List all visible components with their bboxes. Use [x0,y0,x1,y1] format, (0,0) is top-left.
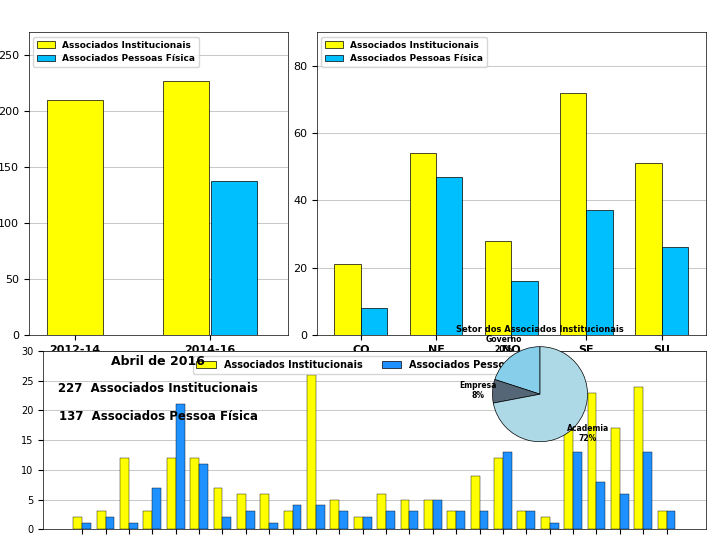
Bar [480,511,488,529]
Bar [330,500,339,529]
Wedge shape [495,347,540,394]
Bar [456,511,465,529]
Bar [658,511,667,529]
Bar [471,476,480,529]
Bar [363,517,372,529]
Bar [611,428,620,529]
Bar [214,488,222,529]
Bar [96,511,106,529]
Bar [586,211,613,335]
Bar [400,500,410,529]
Bar [485,241,511,335]
Bar [560,93,586,335]
Bar [662,247,688,335]
Bar [82,523,91,529]
Bar [386,511,395,529]
Bar [436,177,462,335]
Bar [143,511,153,529]
Bar [596,482,606,529]
Bar [120,458,129,529]
Bar [564,416,573,529]
Bar [167,458,176,529]
Bar [643,452,652,529]
Bar [573,452,582,529]
Bar [106,517,114,529]
Bar [190,458,199,529]
Bar [447,511,456,529]
Bar [335,264,361,335]
Bar [129,523,138,529]
Bar [361,308,387,335]
Bar [377,494,386,529]
Bar [153,488,161,529]
Bar [518,511,526,529]
Bar [199,464,208,529]
Bar [433,500,442,529]
Bar [246,511,255,529]
Bar [307,375,316,529]
Title: Setor dos Associados Institucionais: Setor dos Associados Institucionais [456,325,624,334]
Legend: Associados Institucionais, Associados Pessoas Física: Associados Institucionais, Associados Pe… [321,37,487,66]
Bar [48,99,103,335]
Bar [237,494,246,529]
Text: Academia
72%: Academia 72% [567,424,608,443]
Bar [550,523,559,529]
Bar [354,517,363,529]
Bar [284,511,292,529]
Bar [269,523,278,529]
Bar [588,393,596,529]
Wedge shape [492,380,540,403]
Bar [667,511,675,529]
Bar [316,505,325,529]
Text: 137  Associados Pessoa Física: 137 Associados Pessoa Física [59,409,258,422]
Bar [541,517,550,529]
Bar [163,80,210,335]
Bar [494,458,503,529]
Bar [424,500,433,529]
Text: Governo
20%: Governo 20% [485,334,522,354]
Bar [410,153,436,335]
Bar [511,281,538,335]
Bar [292,505,302,529]
Bar [176,404,184,529]
Bar [261,494,269,529]
Bar [634,387,643,529]
Wedge shape [493,347,588,442]
Bar [503,452,512,529]
Bar [222,517,231,529]
Text: Abril de 2016: Abril de 2016 [112,355,205,368]
Bar [620,494,629,529]
Text: 227  Associados Institucionais: 227 Associados Institucionais [58,382,258,395]
Text: Empresa
8%: Empresa 8% [459,381,497,400]
Bar [73,517,82,529]
Bar [526,511,535,529]
Bar [410,511,418,529]
Legend: Associados Institucionais, Associados Pessoas Física: Associados Institucionais, Associados Pe… [192,356,557,374]
Bar [211,181,258,335]
Bar [339,511,348,529]
Bar [635,164,662,335]
Legend: Associados Institucionais, Associados Pessoas Física: Associados Institucionais, Associados Pe… [33,37,199,66]
